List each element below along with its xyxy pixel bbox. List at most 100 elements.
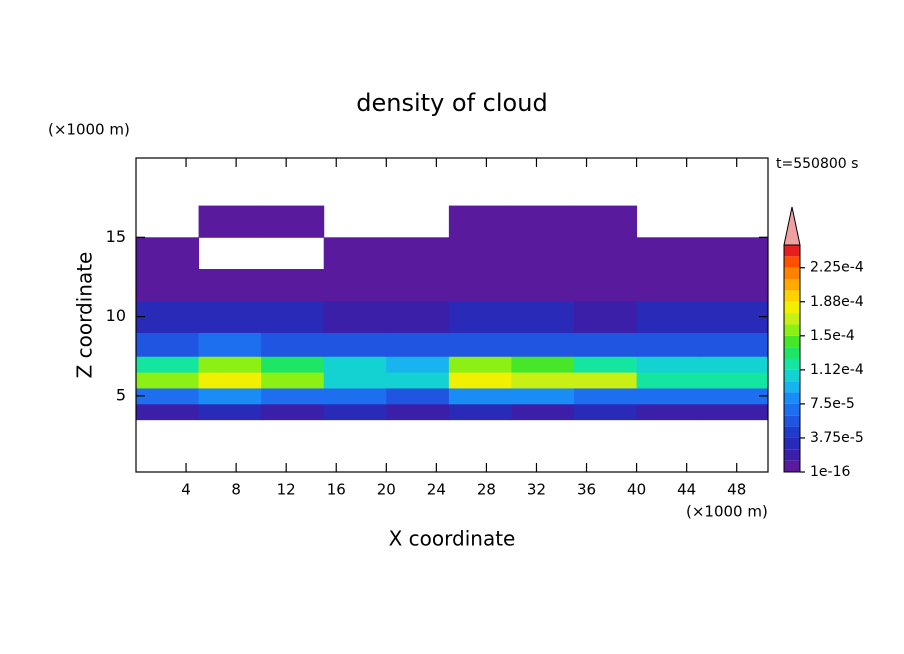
contour-cell (636, 372, 700, 389)
y-tick-label: 5 (116, 385, 126, 404)
contour-cell (386, 356, 450, 373)
contour-cell (574, 387, 638, 405)
contour-cell (699, 403, 769, 421)
contour-cell (323, 387, 387, 405)
contour-cell (136, 269, 200, 302)
x-tick-label: 36 (577, 481, 596, 499)
contour-cell (261, 269, 325, 302)
contour-cell (699, 387, 769, 405)
contour-cell (136, 403, 200, 421)
colorbar-band (784, 426, 800, 438)
colorbar-band (784, 449, 800, 461)
contour-cell (323, 332, 387, 357)
contour-cell (511, 300, 575, 333)
contour-cell (699, 356, 769, 373)
contour-cell (574, 269, 638, 302)
contour-cell (511, 372, 575, 389)
contour-cell (574, 332, 638, 357)
colorbar-band (784, 313, 800, 325)
y-unit: (×1000 m) (48, 121, 130, 139)
colorbar-tick-label: 1.5e-4 (810, 328, 855, 344)
contour-cell (323, 356, 387, 373)
contour-cell (261, 403, 325, 421)
x-tick-label: 4 (181, 481, 191, 499)
x-tick-label: 44 (677, 481, 696, 499)
colorbar-band (784, 335, 800, 348)
contour-cell (699, 332, 769, 357)
contour-cell (198, 300, 262, 333)
contour-cell (511, 332, 575, 357)
colorbar-band (784, 381, 800, 393)
contour-cell (198, 205, 262, 238)
contour-cell (136, 356, 200, 373)
colorbar-over (783, 206, 801, 246)
colorbar-band (784, 347, 800, 359)
contour-cell (699, 300, 769, 333)
contour-cell (636, 269, 700, 302)
colorbar-tick-label: 7.5e-5 (810, 396, 855, 412)
colorbar-band (784, 415, 800, 427)
x-tick-label: 48 (727, 481, 746, 499)
contour-cell (261, 387, 325, 405)
contour-cell (198, 403, 262, 421)
contour-cell (386, 332, 450, 357)
contour-cell (386, 300, 450, 333)
contour-cell (386, 237, 450, 270)
contour-cell (261, 205, 325, 238)
colorbar-tick-label: 1.12e-4 (810, 362, 864, 378)
contour-cell (136, 237, 200, 270)
contour-cell (636, 332, 700, 357)
contour-cell (448, 205, 512, 238)
contour-cell (198, 372, 262, 389)
contour-cell (386, 372, 450, 389)
contour-cell (511, 269, 575, 302)
contour-cell (699, 269, 769, 302)
x-tick-label: 28 (477, 481, 496, 499)
contour-cell (574, 356, 638, 373)
contour-cell (636, 300, 700, 333)
colorbar-band (784, 290, 800, 302)
contour-cell (386, 269, 450, 302)
contour-cell (323, 403, 387, 421)
contour-cell (574, 300, 638, 333)
contour-field (136, 205, 769, 421)
x-unit: (×1000 m) (686, 503, 768, 521)
time-annotation: t=550800 s (776, 156, 858, 172)
colorbar-band (784, 403, 800, 416)
x-tick-label: 20 (377, 481, 396, 499)
contour-cell (574, 205, 638, 238)
colorbar-band (784, 358, 800, 370)
contour-cell (261, 332, 325, 357)
y-tick-label: 15 (106, 227, 126, 246)
y-tick-label: 10 (106, 306, 126, 325)
contour-cell (448, 237, 512, 270)
contour-cell (511, 205, 575, 238)
contour-cell (511, 356, 575, 373)
colorbar-band (784, 279, 800, 291)
x-tick-label: 12 (277, 481, 296, 499)
contour-cell (261, 372, 325, 389)
contour-cell (323, 237, 387, 270)
contour-cell (574, 403, 638, 421)
contour-cell (323, 372, 387, 389)
contour-cell (198, 356, 262, 373)
colorbar-tick-label: 3.75e-5 (810, 430, 864, 446)
contour-cell (574, 237, 638, 270)
contour-cell (386, 403, 450, 421)
y-axis-label: Z coordinate (73, 252, 97, 379)
contour-cell (198, 332, 262, 357)
colorbar-band (784, 369, 800, 382)
contour-cell (261, 300, 325, 333)
contour-cell (448, 300, 512, 333)
contour-cell (636, 356, 700, 373)
colorbar-band (784, 460, 800, 472)
contour-cell (511, 237, 575, 270)
contour-cell (448, 372, 512, 389)
contour-cell (636, 403, 700, 421)
colorbar-band (784, 324, 800, 336)
colorbar-band (784, 301, 800, 314)
x-tick-label: 32 (527, 481, 546, 499)
plot-frame (135, 157, 769, 473)
contour-cell (323, 300, 387, 333)
contour-cell (448, 387, 512, 405)
